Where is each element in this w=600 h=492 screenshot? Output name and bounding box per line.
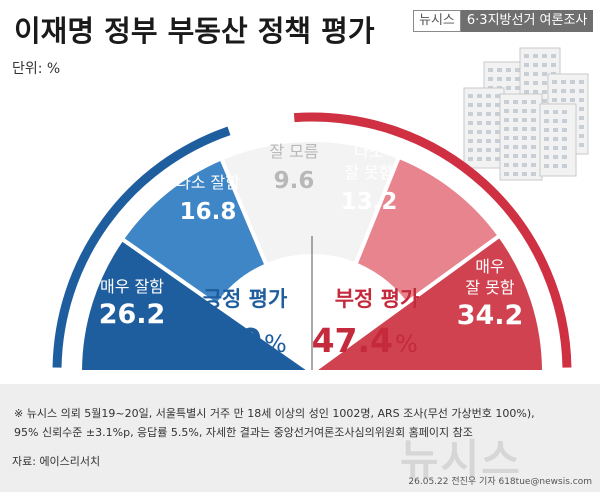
- segment-label: 잘 못함: [344, 163, 394, 182]
- footer-panel: [0, 384, 600, 492]
- segment-value: 13.2: [341, 189, 398, 215]
- footnote-line: ※ 뉴시스 의뢰 5월19~20일, 서울특별시 거주 만 18세 이상의 성인…: [14, 407, 535, 420]
- apartment-buildings-icon: [463, 47, 589, 181]
- building-shape: [539, 103, 577, 177]
- brand-badge: 뉴시스 6·3지방선거 여론조사: [413, 10, 594, 32]
- newsis-watermark: 뉴시스: [400, 435, 522, 484]
- segment-label: 잘 못함: [465, 278, 515, 297]
- segment-label: 다소: [354, 142, 383, 161]
- unit-label: 단위: %: [12, 61, 61, 77]
- segment-value: 16.8: [180, 199, 237, 225]
- negative-group-value: 47.4 %: [312, 321, 418, 360]
- positive-group-value: 43.0 %: [181, 321, 287, 360]
- source-label: 자료: 에이스리서치: [12, 455, 101, 468]
- segment-value: 9.6: [274, 168, 315, 194]
- positive-group-label: 긍정 평가: [203, 287, 288, 311]
- negative-group-label: 부정 평가: [335, 287, 420, 311]
- segment-label: 매우: [475, 257, 504, 276]
- segment-label: 잘 모름: [269, 142, 318, 161]
- brand-name: 뉴시스: [413, 10, 461, 32]
- svg-text:43.0: 43.0: [181, 321, 262, 360]
- credit-label: 26.05.22 전진우 기자 618tue@newsis.com: [408, 477, 592, 487]
- center-panel-left: [215, 254, 312, 372]
- segment-value: 34.2: [457, 300, 524, 331]
- building-shape: [499, 93, 543, 181]
- positive-outer-arc: [52, 126, 231, 368]
- segment-label: 매우 잘함: [100, 277, 164, 296]
- building-shape: [463, 87, 505, 169]
- svg-text:47.4: 47.4: [312, 321, 393, 360]
- svg-text:%: %: [264, 330, 287, 358]
- negative-outer-arc: [293, 112, 572, 368]
- center-panel-right: [312, 254, 408, 372]
- page-title: 이재명 정부 부동산 정책 평가: [14, 14, 375, 48]
- segment-label: 다소 잘함: [176, 173, 240, 192]
- segment-value: 26.2: [99, 299, 166, 330]
- svg-text:%: %: [395, 330, 418, 358]
- footnote-line: 95% 신뢰수준 ±3.1%p, 응답률 5.5%, 자세한 결과는 중앙선거여…: [14, 426, 473, 439]
- survey-footnote: ※ 뉴시스 의뢰 5월19~20일, 서울특별시 거주 만 18세 이상의 성인…: [14, 404, 535, 442]
- brand-tag: 6·3지방선거 여론조사: [460, 10, 594, 32]
- segment-very-bad: [309, 232, 547, 374]
